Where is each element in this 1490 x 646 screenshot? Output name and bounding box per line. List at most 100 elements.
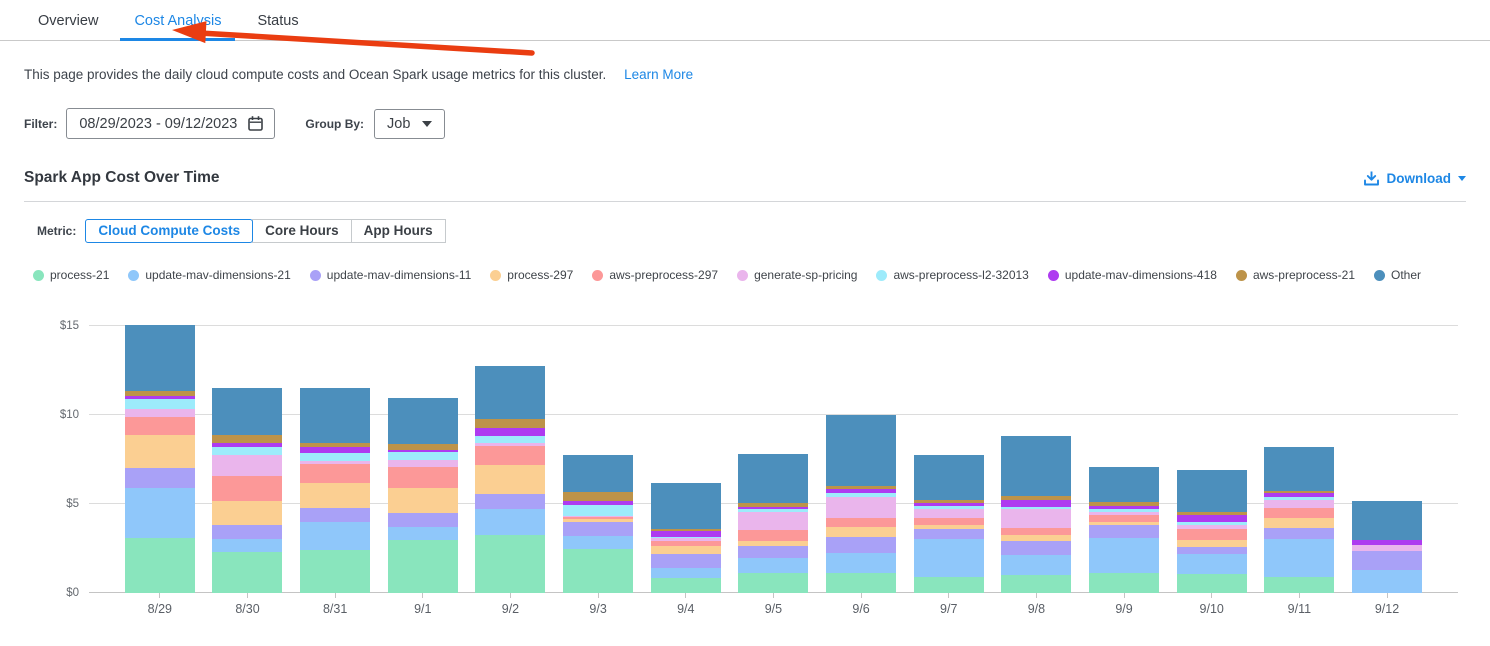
bar-segment[interactable] [563, 491, 634, 502]
bar-segment[interactable] [738, 454, 809, 504]
bar-segment[interactable] [1176, 512, 1247, 515]
bar-segment[interactable] [826, 552, 897, 573]
bar-segment[interactable] [913, 505, 984, 509]
legend-item[interactable]: update-mav-dimensions-11 [309, 268, 471, 282]
bar-segment[interactable] [1001, 528, 1072, 536]
bar-segment[interactable] [387, 539, 458, 593]
bar-segment[interactable] [1001, 509, 1072, 529]
bar-segment[interactable] [212, 552, 283, 593]
bar-segment[interactable] [650, 577, 721, 593]
bar-column[interactable] [1352, 501, 1423, 593]
bar-segment[interactable] [1176, 546, 1247, 554]
bar-segment[interactable] [913, 528, 984, 539]
bar-segment[interactable] [738, 509, 809, 513]
bar-column[interactable] [826, 415, 897, 593]
bar-segment[interactable] [387, 449, 458, 453]
bar-segment[interactable] [300, 550, 371, 593]
bar-segment[interactable] [650, 482, 721, 530]
bar-segment[interactable] [475, 442, 546, 447]
bar-segment[interactable] [826, 527, 897, 537]
bar-segment[interactable] [1001, 506, 1072, 510]
bar-segment[interactable] [1089, 514, 1160, 522]
legend-item[interactable]: generate-sp-pricing [737, 268, 857, 282]
bar-segment[interactable] [387, 444, 458, 450]
bar-segment[interactable] [1089, 502, 1160, 506]
bar-segment[interactable] [300, 461, 371, 464]
bar-segment[interactable] [563, 501, 634, 505]
bar-segment[interactable] [826, 488, 897, 494]
bar-segment[interactable] [1352, 551, 1423, 570]
legend-item[interactable]: process-297 [490, 268, 573, 282]
bar-segment[interactable] [1001, 499, 1072, 507]
bar-segment[interactable] [826, 518, 897, 528]
bar-segment[interactable] [738, 545, 809, 559]
bar-segment[interactable] [1176, 574, 1247, 593]
bar-segment[interactable] [1176, 539, 1247, 547]
bar-column[interactable] [475, 366, 546, 593]
bar-segment[interactable] [124, 325, 195, 392]
bar-segment[interactable] [738, 558, 809, 573]
bar-segment[interactable] [475, 418, 546, 428]
bar-segment[interactable] [387, 466, 458, 489]
download-button[interactable]: Download [1363, 170, 1466, 187]
bar-segment[interactable] [826, 536, 897, 553]
bar-segment[interactable] [563, 515, 634, 517]
bar-segment[interactable] [1264, 447, 1335, 491]
bar-segment[interactable] [1264, 538, 1335, 577]
bar-segment[interactable] [650, 530, 721, 537]
bar-segment[interactable] [475, 427, 546, 436]
bar-segment[interactable] [913, 455, 984, 500]
bar-segment[interactable] [124, 537, 195, 593]
bar-segment[interactable] [1264, 493, 1335, 497]
bar-segment[interactable] [300, 521, 371, 551]
bar-segment[interactable] [124, 399, 195, 409]
bar-segment[interactable] [475, 464, 546, 495]
bar-segment[interactable] [913, 538, 984, 577]
bar-segment[interactable] [300, 447, 371, 454]
bar-column[interactable] [1176, 470, 1247, 593]
bar-column[interactable] [563, 455, 634, 593]
bar-segment[interactable] [387, 527, 458, 540]
tab-cost-analysis[interactable]: Cost Analysis [120, 0, 236, 41]
bar-segment[interactable] [563, 519, 634, 522]
bar-segment[interactable] [300, 453, 371, 462]
bar-segment[interactable] [387, 512, 458, 528]
bar-segment[interactable] [300, 463, 371, 483]
tab-overview[interactable]: Overview [38, 13, 99, 29]
bar-segment[interactable] [650, 553, 721, 569]
bar-segment[interactable] [300, 442, 371, 448]
bar-segment[interactable] [650, 529, 721, 531]
bar-segment[interactable] [124, 434, 195, 469]
bar-segment[interactable] [475, 494, 546, 510]
bar-segment[interactable] [913, 503, 984, 506]
bar-segment[interactable] [1001, 436, 1072, 497]
bar-segment[interactable] [563, 504, 634, 516]
bar-column[interactable] [300, 388, 371, 593]
bar-segment[interactable] [1089, 573, 1160, 593]
bar-segment[interactable] [1089, 505, 1160, 510]
bar-segment[interactable] [212, 501, 283, 526]
bar-segment[interactable] [387, 398, 458, 445]
bar-segment[interactable] [1352, 501, 1423, 540]
bar-segment[interactable] [738, 529, 809, 542]
bar-segment[interactable] [1352, 544, 1423, 552]
bar-segment[interactable] [212, 442, 283, 448]
bar-segment[interactable] [738, 506, 809, 510]
bar-segment[interactable] [563, 516, 634, 520]
bar-segment[interactable] [1176, 553, 1247, 575]
bar-segment[interactable] [1352, 569, 1423, 593]
bar-segment[interactable] [826, 486, 897, 489]
bar-segment[interactable] [650, 540, 721, 546]
bar-segment[interactable] [387, 488, 458, 513]
bar-segment[interactable] [1264, 499, 1335, 509]
bar-segment[interactable] [1264, 576, 1335, 593]
bar-segment[interactable] [1264, 528, 1335, 539]
bar-segment[interactable] [212, 447, 283, 456]
bar-segment[interactable] [124, 468, 195, 488]
legend-item[interactable]: update-mav-dimensions-418 [1047, 268, 1217, 282]
bar-segment[interactable] [563, 455, 634, 492]
bar-segment[interactable] [1176, 528, 1247, 540]
bar-column[interactable] [913, 455, 984, 593]
bar-segment[interactable] [563, 548, 634, 593]
bar-segment[interactable] [475, 435, 546, 443]
